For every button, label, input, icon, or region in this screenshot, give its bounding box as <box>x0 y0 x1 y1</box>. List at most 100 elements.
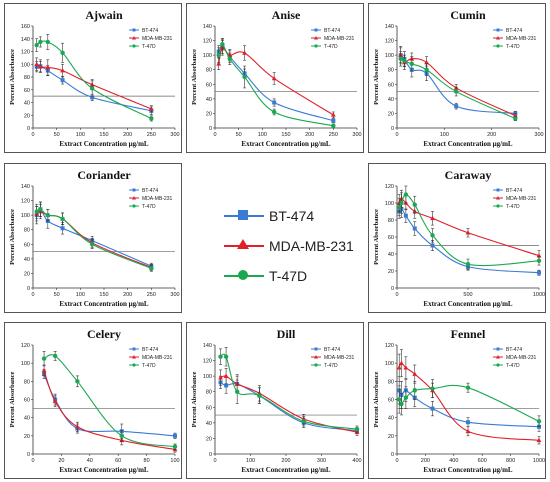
center-legend-item-t47d: T-47D <box>224 265 364 287</box>
data-point <box>403 192 409 197</box>
square-marker-icon <box>238 210 248 220</box>
data-point <box>216 52 221 58</box>
data-point <box>234 389 240 394</box>
legend-label: T-47D <box>506 204 520 210</box>
data-point <box>41 356 47 361</box>
legend-marker <box>132 196 136 200</box>
data-point <box>41 367 47 373</box>
y-tick-label: 80 <box>24 379 30 385</box>
y-tick-label: 40 <box>388 252 394 258</box>
series-line <box>220 375 358 433</box>
chart-svg: Cumin 0 20 40 60 80 100 120 140 0 100 200 300 Extract… <box>373 8 544 148</box>
x-tick-label: 50 <box>54 132 60 138</box>
legend-marker <box>496 204 500 208</box>
data-point <box>218 375 223 380</box>
x-tick-label: 500 <box>463 292 472 298</box>
legend-label: MDA-MB-231 <box>269 238 354 254</box>
data-point <box>430 386 435 391</box>
y-axis-label: Percent Absorbance <box>373 49 380 105</box>
legend-line <box>224 239 264 249</box>
y-tick-label: 20 <box>24 434 30 440</box>
data-point <box>331 123 336 129</box>
series-line <box>220 381 358 432</box>
y-tick-label: 120 <box>203 39 212 45</box>
legend-label: MDA-MB-231 <box>506 36 537 42</box>
data-point <box>513 116 518 121</box>
data-point <box>397 397 402 402</box>
y-tick-label: 20 <box>24 271 30 277</box>
x-tick-label: 200 <box>123 132 132 138</box>
y-tick-label: 100 <box>203 53 212 59</box>
x-tick-label: 60 <box>115 458 121 464</box>
x-axis-label: Extract Concentration µg/mL <box>423 300 513 308</box>
x-tick-label: 300 <box>534 132 543 138</box>
chart-title: Ajwain <box>85 8 123 22</box>
legend-label: BT-474 <box>506 28 522 34</box>
legend-label: BT-474 <box>324 28 340 34</box>
y-tick-label: 100 <box>385 53 394 59</box>
x-tick-label: 40 <box>87 458 93 464</box>
data-point <box>227 56 232 61</box>
y-tick-label: 120 <box>385 184 394 190</box>
legend-marker <box>132 44 136 48</box>
data-point <box>412 388 417 393</box>
x-axis-label: Extract Concentration µg/mL <box>423 140 513 148</box>
x-tick-label: 100 <box>170 458 179 464</box>
data-point <box>242 50 247 55</box>
data-point <box>399 401 404 407</box>
legend-marker <box>314 347 318 351</box>
y-tick-label: 40 <box>24 101 30 107</box>
data-point <box>149 266 154 271</box>
chart-svg: Coriander 0 20 40 60 80 100 120 140 0 50 100 150 200 2… <box>9 168 180 308</box>
y-tick-label: 60 <box>388 398 394 404</box>
data-point <box>399 200 404 206</box>
chart-panel-ajwain: Ajwain 0 20 40 60 80 100 120 140 160 0 50 100 150 200 2… <box>4 3 182 153</box>
y-tick-label: 80 <box>206 68 212 74</box>
y-tick-label: 80 <box>24 228 30 234</box>
data-point <box>216 61 222 66</box>
data-point <box>242 74 247 80</box>
y-tick-label: 100 <box>385 361 394 367</box>
data-point <box>220 42 225 47</box>
chart-svg: Dill 0 20 40 60 80 100 120 140 0 100 200 300 400 Extra… <box>191 327 362 474</box>
legend-marker <box>132 355 136 359</box>
data-point <box>465 385 471 390</box>
y-tick-label: 100 <box>21 213 30 219</box>
y-tick-label: 20 <box>24 113 30 119</box>
y-tick-label: 140 <box>385 24 394 30</box>
data-point <box>465 428 471 434</box>
x-tick-label: 200 <box>123 292 132 298</box>
data-point <box>75 379 80 384</box>
y-tick-label: 80 <box>24 75 30 81</box>
data-point <box>45 39 50 45</box>
legend-label: MDA-MB-231 <box>506 196 537 202</box>
triangle-marker-icon <box>237 239 249 249</box>
data-point <box>301 419 306 424</box>
y-tick-label: 120 <box>385 39 394 45</box>
center-legend-item-bt474: BT-474 <box>224 205 364 227</box>
data-point <box>52 398 58 404</box>
data-point <box>223 354 229 359</box>
data-point <box>453 89 459 94</box>
y-tick-label: 80 <box>388 379 394 385</box>
x-tick-label: 0 <box>395 458 398 464</box>
series-line <box>218 43 334 127</box>
data-point <box>430 233 435 238</box>
y-tick-label: 140 <box>203 24 212 30</box>
y-tick-label: 140 <box>203 343 212 349</box>
chart-svg: Caraway 0 20 40 60 80 100 120 0 500 1000 Extract Co… <box>373 168 545 308</box>
legend-marker <box>496 44 500 48</box>
data-point <box>271 109 277 115</box>
y-axis-label: Percent Absorbance <box>373 372 380 428</box>
y-tick-label: 0 <box>391 452 394 458</box>
y-tick-label: 20 <box>206 111 212 117</box>
y-tick-label: 40 <box>24 416 30 422</box>
chart-title: Dill <box>277 327 296 341</box>
chart-panel-celery: Celery 0 20 40 60 80 100 120 0 20 40 60 80 100 Extract… <box>4 322 182 479</box>
y-tick-label: 20 <box>206 436 212 442</box>
y-tick-label: 60 <box>388 235 394 241</box>
legend-label: T-47D <box>506 363 520 369</box>
x-tick-label: 100 <box>76 132 85 138</box>
data-point <box>34 209 39 214</box>
x-tick-label: 600 <box>478 458 487 464</box>
